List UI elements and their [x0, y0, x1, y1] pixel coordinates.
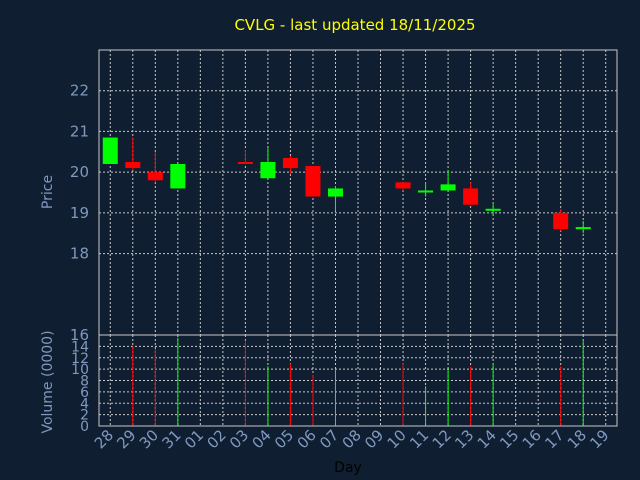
candle-body	[395, 182, 411, 189]
candle-body	[305, 166, 321, 197]
candle-body	[485, 208, 501, 211]
x-axis: 2829303101020304050607080910111213141516…	[91, 426, 613, 452]
candle-body	[575, 227, 591, 230]
candle-body	[418, 190, 434, 193]
candle-body	[327, 188, 343, 197]
volume-tick-label: 10	[71, 362, 89, 378]
volume-tick-label: 2	[80, 408, 89, 424]
volume-tick-label: 14	[71, 339, 89, 355]
candle-body	[260, 161, 276, 179]
candle	[553, 208, 569, 232]
candle-body	[147, 172, 163, 181]
candle	[260, 147, 276, 179]
x-tick-label: 19	[586, 426, 612, 452]
candle	[440, 170, 456, 191]
volume-tick-label: 6	[80, 385, 89, 401]
candle	[305, 166, 321, 197]
candle-body	[440, 184, 456, 191]
candle	[327, 186, 343, 211]
candle	[485, 202, 501, 215]
price-tick-label: 16	[70, 326, 89, 344]
candle-body	[463, 188, 479, 205]
candle-body	[237, 161, 253, 164]
candle	[282, 155, 298, 175]
x-axis-label: Day	[334, 460, 362, 476]
chart-title: CVLG - last updated 18/11/2025	[234, 16, 475, 34]
price-panel: 16 18 19 20 21 22	[70, 49, 618, 344]
price-tick-label: 20	[70, 163, 89, 181]
candle-body	[170, 164, 186, 189]
candle	[463, 182, 479, 205]
candle-body	[102, 137, 118, 164]
volume-tick-label: 0	[80, 419, 89, 435]
volume-frame	[98, 334, 618, 427]
candle-body	[282, 157, 298, 169]
price-tick-label: 22	[70, 82, 89, 100]
volume-axis-label: Volume (0000)	[40, 330, 56, 433]
candle	[418, 182, 434, 197]
candle-body	[553, 212, 569, 230]
candle	[170, 164, 186, 189]
volume-tick-label: 12	[71, 351, 89, 367]
price-axis-label: Price	[40, 175, 56, 209]
candle	[575, 221, 591, 234]
price-frame	[98, 49, 618, 336]
volume-tick-label: 8	[80, 374, 89, 390]
price-tick-label: 19	[70, 204, 89, 222]
price-tick-label: 18	[70, 245, 89, 263]
candle	[125, 137, 141, 171]
volume-tick-label: 4	[80, 396, 89, 412]
candle	[147, 151, 163, 183]
candle	[237, 149, 253, 164]
candle	[102, 137, 118, 164]
candle	[395, 182, 411, 191]
price-tick-label: 21	[70, 122, 89, 140]
candle-body	[125, 161, 141, 169]
